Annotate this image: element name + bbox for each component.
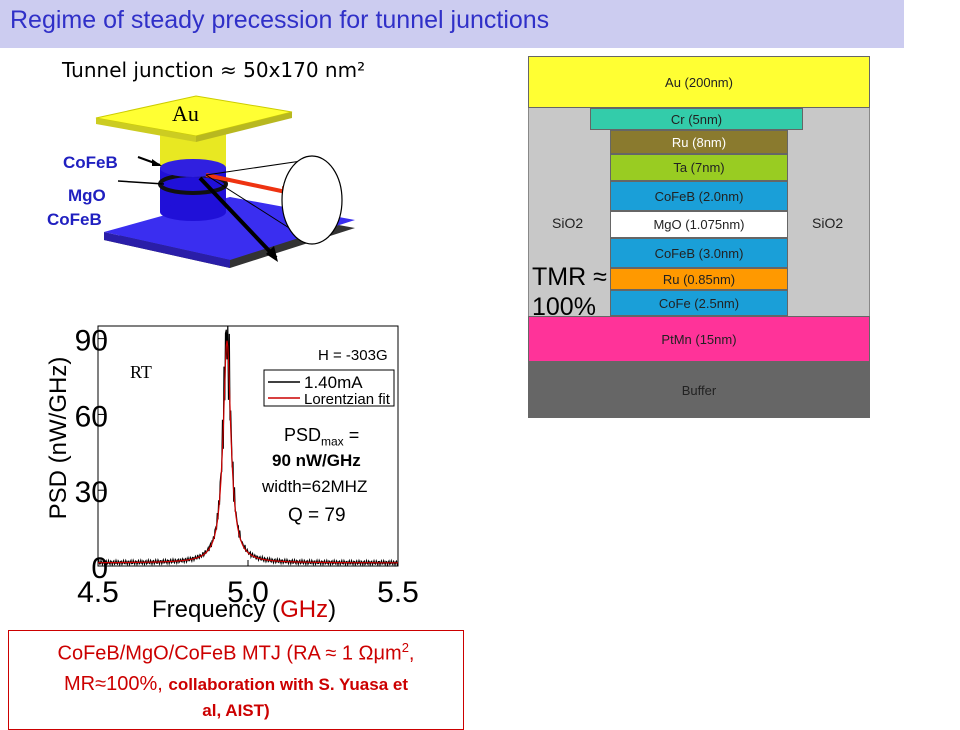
x-tick-label: 5.0	[227, 576, 269, 609]
title-bar: Regime of steady precession for tunnel j…	[0, 0, 904, 48]
x-axis-label-main: Frequency (	[152, 596, 281, 623]
sio2-left-label: SiO2	[552, 215, 584, 231]
layer-ptmn: PtMn (15nm)	[528, 316, 870, 362]
junction-caption: Tunnel junction ≈ 50x170 nm²	[62, 58, 366, 82]
legend-label: Lorentzian fit	[304, 391, 391, 408]
layer-cr: Cr (5nm)	[590, 108, 803, 130]
slide-title: Regime of steady precession for tunnel j…	[10, 6, 550, 34]
note-line-1b: ,	[408, 642, 415, 665]
y-tick-label: 0	[91, 552, 108, 585]
y-tick-label: 90	[75, 325, 108, 358]
mgo-label: MgO	[68, 186, 106, 205]
x-axis-label-unit: GHz	[280, 596, 329, 623]
sio2-right-label: SiO2	[812, 215, 844, 231]
legend-box	[263, 369, 395, 407]
note-line-2: MR≈100%, collaboration with S. Yuasa et	[9, 673, 463, 696]
q-label: Q = 79	[288, 505, 346, 526]
note-line-1: CoFeB/MgO/CoFeB MTJ (RA ≈ 1 Ωμm2,	[9, 640, 463, 666]
tmr-line1: TMR ≈	[532, 263, 607, 291]
y-tick-label: 60	[75, 400, 108, 433]
x-axis-label: Frequency (GHz)	[152, 596, 336, 624]
note-sup: 2	[401, 640, 409, 655]
layer-au: Au (200nm)	[528, 56, 870, 108]
rt-label: RT	[130, 362, 152, 382]
layer-cofe: CoFe (2.5nm)	[610, 290, 788, 316]
layer-buffer: Buffer	[528, 362, 870, 418]
tmr-line2: 100%	[532, 293, 596, 321]
note-line-1a: CoFeB/MgO/CoFeB MTJ (RA ≈ 1 Ωμm	[57, 642, 402, 665]
layer-cofeb-2nm: CoFeB (2.0nm)	[610, 181, 788, 211]
psd-max-label: PSDmax =	[284, 425, 359, 449]
field-label: H = -303G	[318, 347, 388, 364]
psd-suffix: =	[343, 425, 360, 445]
width-label: width=62MHZ	[262, 477, 368, 496]
y-tick-label: 30	[75, 476, 108, 509]
x-tick-label: 4.5	[77, 576, 119, 609]
layer-mgo: MgO (1.075nm)	[610, 211, 788, 238]
x-axis-label-end: )	[328, 596, 337, 623]
layer-ta: Ta (7nm)	[610, 154, 788, 181]
note-line-2a: MR≈100%,	[64, 673, 169, 695]
layer-ru-085nm: Ru (0.85nm)	[610, 268, 788, 290]
collaboration-note: CoFeB/MgO/CoFeB MTJ (RA ≈ 1 Ωμm2, MR≈100…	[8, 630, 464, 730]
tmr-label: TMR ≈ 100%	[532, 262, 607, 322]
au-label: Au	[172, 101, 199, 126]
psd-value-label: 90 nW/GHz	[272, 451, 361, 470]
y-axis-label: PSD (nW/GHz)	[45, 357, 72, 520]
psd-prefix: PSD	[284, 425, 322, 445]
psd-sub: max	[321, 434, 344, 449]
layer-ru-8nm: Ru (8nm)	[610, 130, 788, 154]
series-line	[98, 340, 398, 564]
plot-frame	[97, 325, 399, 567]
cofeb-top-label: CoFeB	[63, 153, 118, 172]
x-tick-label: 5.5	[377, 576, 419, 609]
junction-schematic	[95, 95, 355, 268]
note-line-3: al, AIST)	[202, 701, 270, 720]
note-line-2b: collaboration with S. Yuasa et	[168, 675, 408, 694]
legend-label: 1.40mA	[304, 373, 363, 392]
layer-cofeb-3nm: CoFeB (3.0nm)	[610, 238, 788, 268]
cofeb-bottom-label: CoFeB	[47, 210, 102, 229]
